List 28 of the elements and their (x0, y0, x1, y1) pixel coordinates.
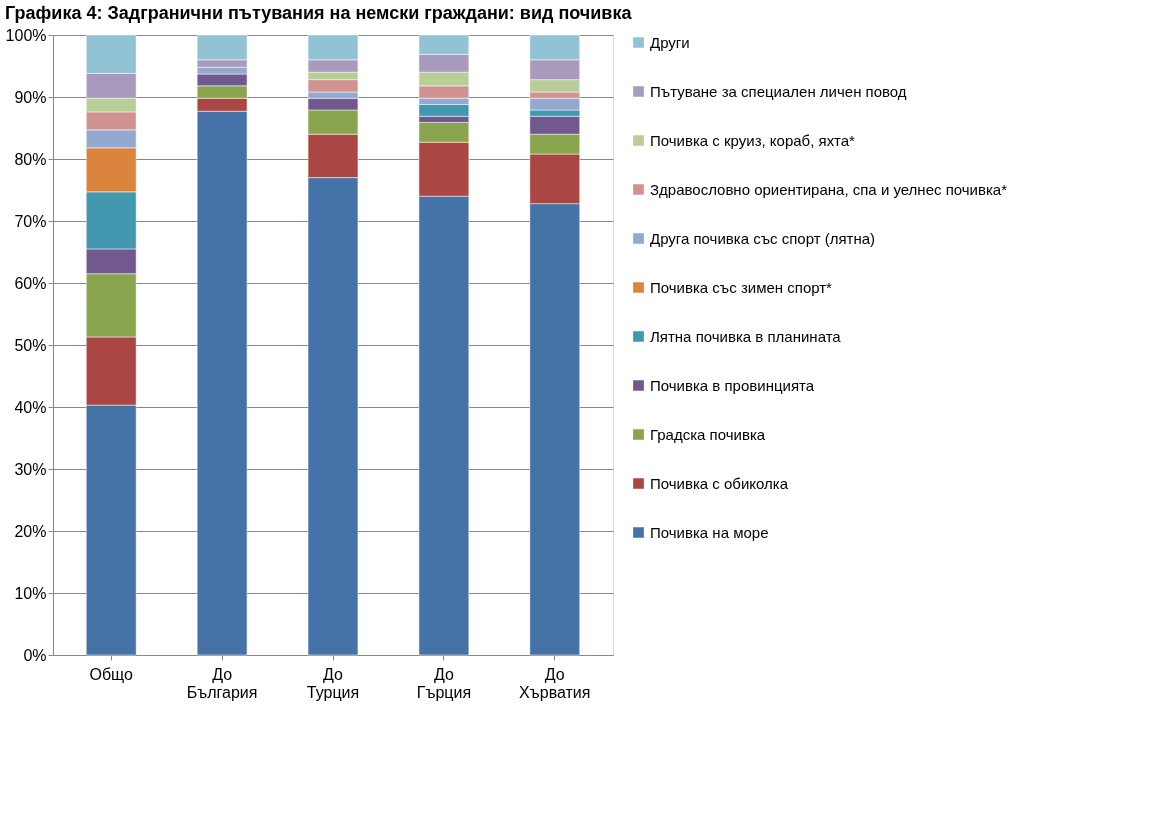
x-tick-label: Общо (89, 665, 134, 683)
y-tick-label: 30% (14, 460, 47, 478)
y-tick-label: 40% (14, 398, 47, 416)
y-tick-label: 0% (23, 646, 47, 664)
x-tick-label: До Хърватия (519, 665, 591, 701)
legend-label: Почивка с обиколка (650, 474, 789, 492)
y-tick-label: 100% (5, 26, 47, 44)
y-tick-label: 60% (14, 274, 47, 292)
legend-label: Друга почивка със спорт (лятна) (650, 229, 876, 247)
y-tick-label: 80% (14, 150, 47, 168)
x-tick-label: До Турция (306, 665, 360, 701)
y-tick-label: 50% (14, 336, 47, 354)
chart-title: Графика 4: Задгранични пътувания на немски граждани: вид почивка (5, 3, 633, 23)
legend-label: Почивка с круиз, кораб, яхта* (650, 131, 856, 149)
legend-label: Здравословно ориентирана, спа и уелнес почивка* (650, 180, 1008, 198)
legend-label: Пътуване за специален личен повод (650, 82, 907, 100)
y-tick-label: 20% (14, 522, 47, 540)
legend-label: Други (650, 33, 690, 51)
x-tick-label: До Гърция (416, 665, 472, 701)
y-tick-label: 90% (14, 88, 47, 106)
y-tick-label: 70% (14, 212, 47, 230)
legend-label: Почивка на море (650, 523, 769, 541)
legend-label: Почивка в провинцията (650, 376, 815, 394)
legend-label: Почивка със зимен спорт* (650, 278, 833, 296)
legend-label: Лятна почивка в планината (650, 327, 842, 345)
legend-label: Градска почивка (650, 425, 766, 443)
y-tick-label: 10% (14, 584, 47, 602)
x-tick-label: До България (186, 665, 258, 701)
